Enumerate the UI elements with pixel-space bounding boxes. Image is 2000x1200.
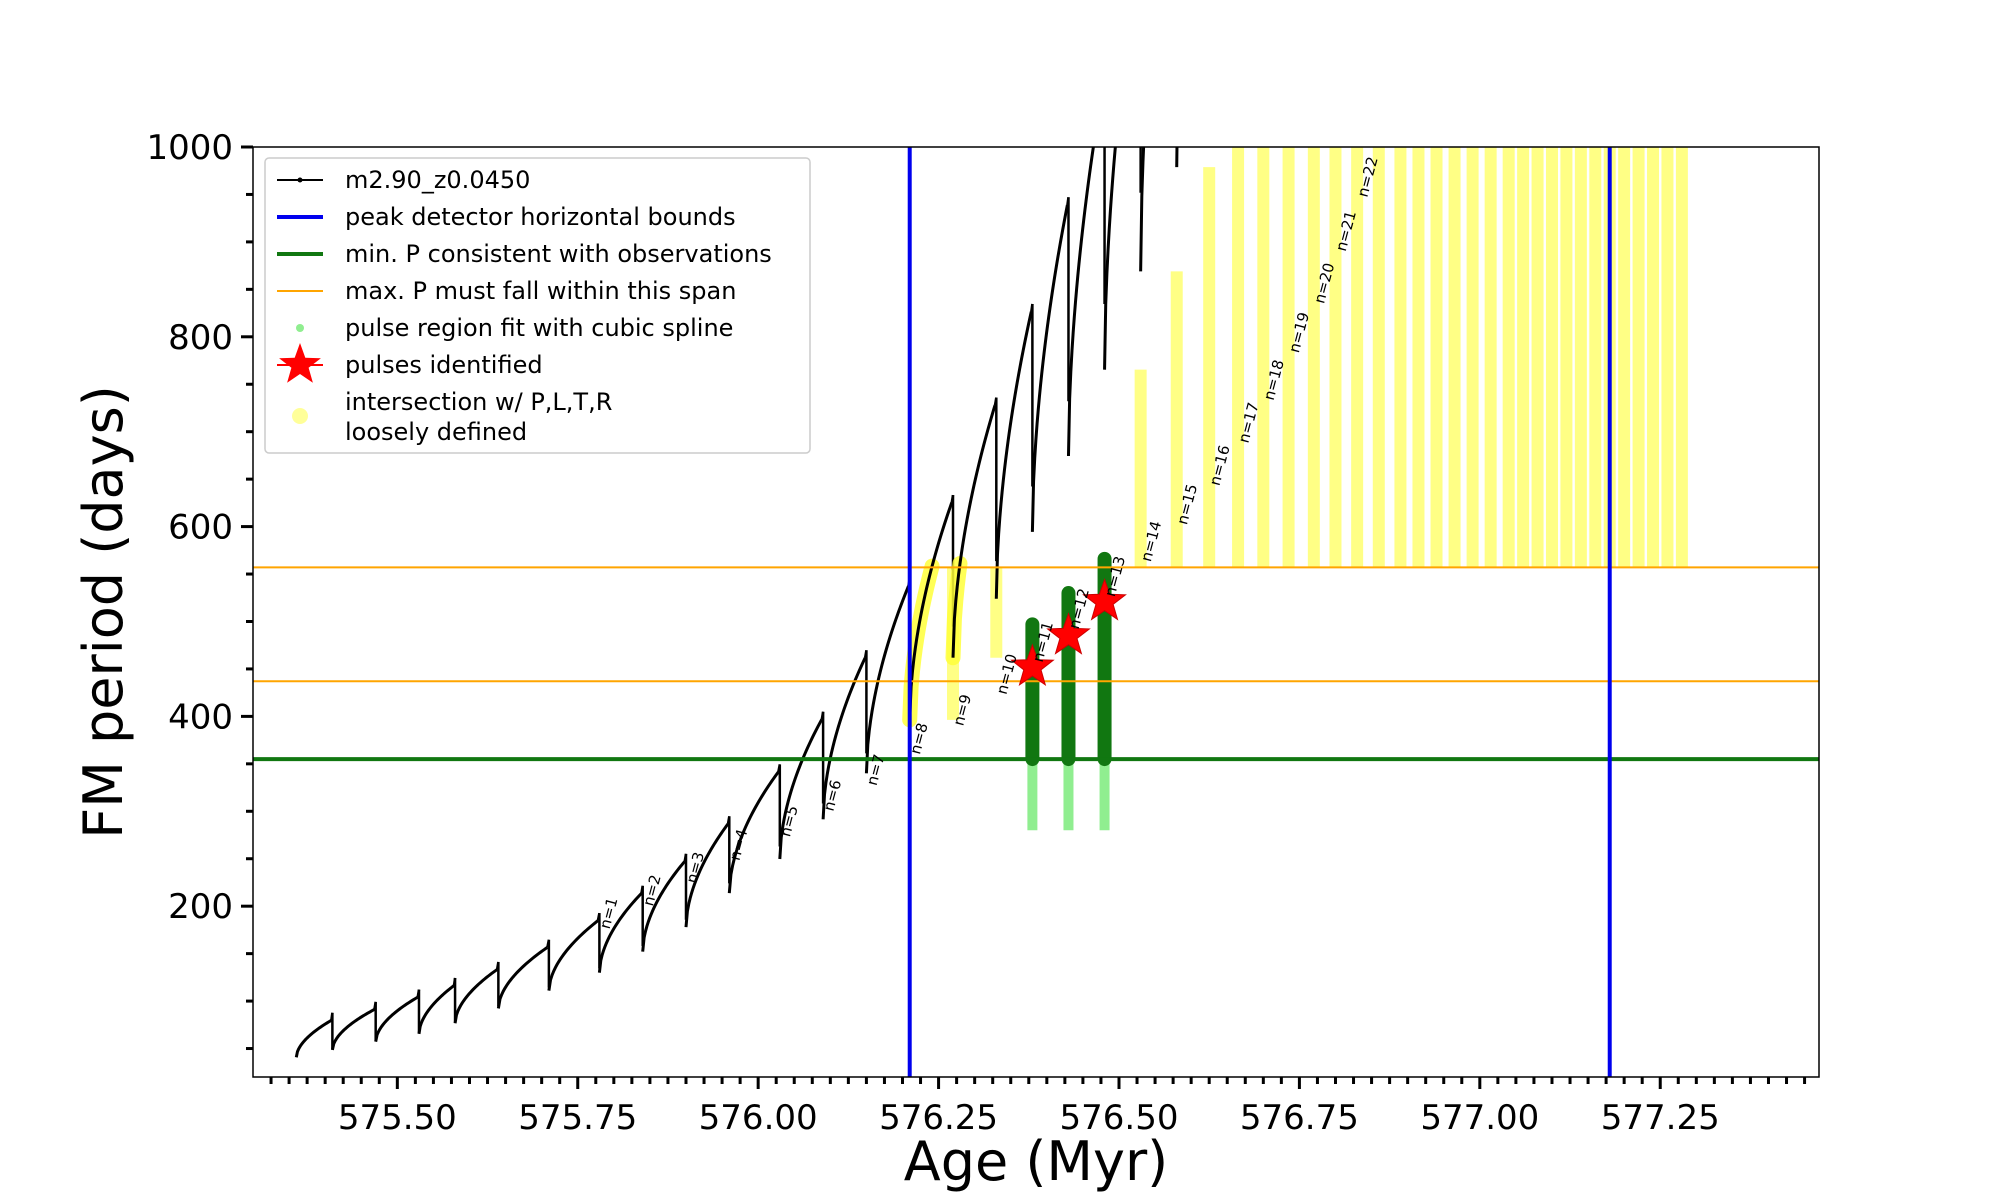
- y-axis-label: FM period (days): [72, 385, 135, 839]
- legend-label: pulse region fit with cubic spline: [345, 314, 733, 342]
- pulse-identified-star: [1010, 643, 1055, 686]
- pulse-spike: [1175, 147, 1177, 148]
- model-track-segment: [641, 860, 686, 952]
- x-tick-label: 577.00: [1420, 1098, 1539, 1138]
- pulse-identified-star: [1082, 578, 1127, 621]
- pulse-spike: [1417, 147, 1419, 148]
- legend-handle-dot: [292, 408, 308, 424]
- legend-label: intersection w/ P,L,T,R: [345, 388, 612, 416]
- model-track-segment: [864, 585, 910, 774]
- x-tick-label: 575.50: [338, 1098, 457, 1138]
- x-tick-label: 576.00: [699, 1098, 818, 1138]
- model-track-segment: [778, 718, 824, 860]
- model-track-segment: [727, 771, 780, 894]
- y-tick-label: 200: [168, 887, 233, 927]
- model-track-segment: [597, 892, 643, 973]
- legend-label: pulses identified: [345, 351, 543, 379]
- y-tick-label: 800: [168, 318, 233, 358]
- pulse-spike: [1435, 147, 1437, 148]
- legend-label-line2: loosely defined: [345, 418, 527, 446]
- legend-label: m2.90_z0.0450: [345, 166, 530, 194]
- pulse-spike: [1399, 147, 1401, 148]
- pulse-spike: [1262, 147, 1264, 148]
- model-track-segment: [994, 311, 1033, 599]
- axis-ticks: 575.50 575.75 576.00 576.25 576.50 576.75 577.…: [146, 128, 1807, 1138]
- model-track-segment: [1175, 147, 1179, 168]
- legend-box: [264, 157, 811, 454]
- legend-handle-star: [279, 343, 321, 383]
- model-track-segment: [417, 984, 455, 1035]
- x-axis-label: Age (Myr): [904, 1130, 1169, 1193]
- pulse-spike: [1236, 147, 1239, 148]
- pulse-spike: [1312, 147, 1314, 148]
- model-track-segment: [908, 502, 954, 720]
- pulse-spike: [1489, 147, 1491, 148]
- pulse-spike: [1355, 147, 1358, 148]
- pulse-spike: [1471, 147, 1473, 148]
- model-track-segment: [374, 995, 419, 1042]
- pulse-spike: [1139, 147, 1141, 148]
- x-tick-label: 575.75: [518, 1098, 637, 1138]
- legend-marker-model: [297, 177, 303, 183]
- pulse-spike: [1453, 147, 1455, 148]
- model-track-segment: [547, 919, 599, 991]
- legend-label: max. P must fall within this span: [345, 277, 736, 305]
- legend-label: peak detector horizontal bounds: [345, 203, 736, 231]
- x-tick-label: 576.25: [879, 1098, 998, 1138]
- model-track-segment: [1209, 0, 1237, 63]
- x-tick-label: 576.75: [1240, 1098, 1359, 1138]
- pulse-identified-star: [1046, 612, 1091, 655]
- y-tick-label: 400: [168, 697, 233, 737]
- pulse-spike: [1207, 147, 1210, 148]
- model-track-segment: [453, 968, 498, 1024]
- pulse-spike: [1377, 147, 1379, 148]
- y-tick-label: 600: [168, 508, 233, 548]
- x-tick-label: 577.25: [1601, 1098, 1720, 1138]
- model-track-segment: [1030, 204, 1069, 532]
- legend-label: min. P consistent with observations: [345, 240, 772, 268]
- model-track-segment: [951, 404, 997, 658]
- model-track-segment: [684, 823, 730, 928]
- model-track-segment: [294, 1019, 333, 1058]
- pulse-spike: [1103, 147, 1105, 148]
- model-track-segment: [330, 1008, 376, 1051]
- pulse-spike: [1507, 147, 1509, 148]
- pulse-spike: [1287, 147, 1289, 148]
- model-track-segment: [1103, 147, 1117, 370]
- plot-frame: [252, 146, 1820, 1078]
- x-tick-label: 576.50: [1060, 1098, 1179, 1138]
- model-track-segment: [1066, 147, 1095, 457]
- y-tick-label: 1000: [146, 128, 233, 168]
- pulse-spike: [1334, 147, 1336, 148]
- model-track-segment: [496, 946, 549, 1009]
- legend-handle-dot: [296, 324, 304, 332]
